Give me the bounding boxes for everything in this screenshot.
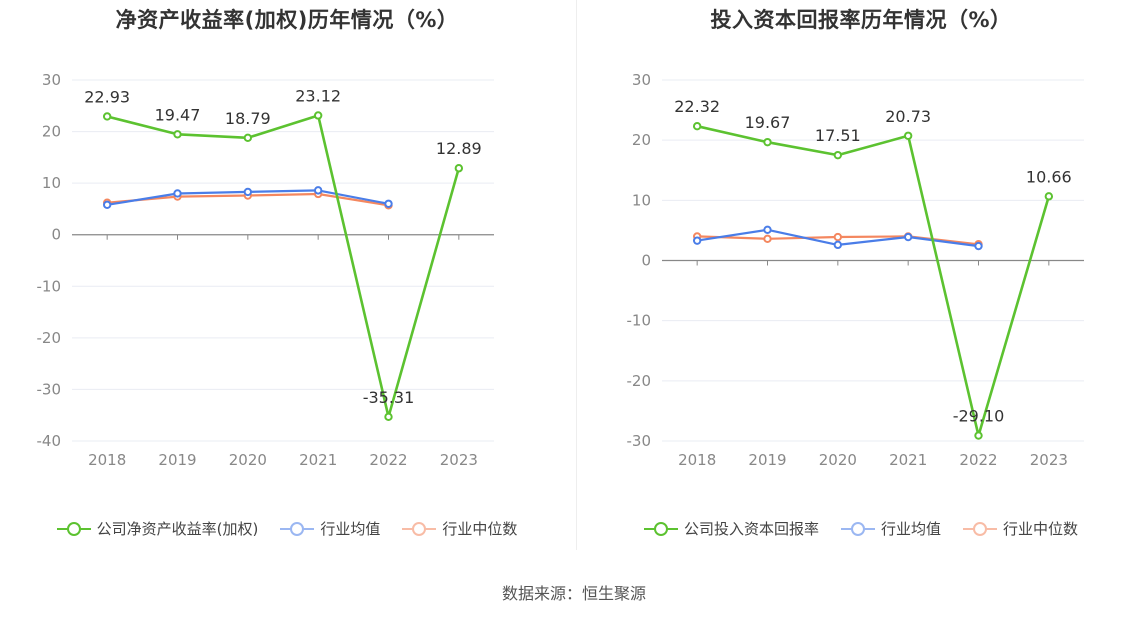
y-tick-label: -10 (37, 277, 62, 295)
y-tick-label: 10 (42, 174, 61, 192)
data-point (173, 189, 182, 198)
data-label: 18.79 (225, 109, 271, 128)
data-point (313, 111, 323, 120)
y-tick-label: 20 (42, 123, 61, 141)
y-tick-label: 20 (632, 131, 651, 149)
legend-item-median[interactable]: 行业中位数 (402, 518, 517, 539)
legend-label: 行业均值 (320, 520, 381, 538)
x-tick-label: 2019 (748, 451, 786, 469)
data-point (102, 112, 112, 121)
legend-median-marker-icon (963, 521, 997, 537)
data-label: 19.67 (745, 113, 791, 132)
roe-line-chart: 30 20 10 0 -10 -20 -30 -40 2018 2019 2020 2021 2022 2… (37, 71, 494, 469)
x-tick-label: 2023 (1030, 451, 1068, 469)
data-point (763, 225, 772, 235)
y-tick-label: -10 (627, 312, 652, 330)
x-tick-label: 2019 (158, 451, 196, 469)
legend-company-marker-icon (56, 521, 91, 537)
data-source-note: 数据来源：恒生聚源 (501, 584, 646, 603)
data-label: 22.93 (84, 87, 130, 106)
y-tick-label: 0 (641, 252, 651, 270)
y-tick-label: 30 (42, 71, 61, 89)
data-point (1044, 192, 1054, 201)
chart-title: 投入资本回报率历年情况（%） (710, 8, 1012, 32)
data-point (692, 122, 702, 131)
data-label: -35.31 (363, 388, 415, 407)
data-point (692, 236, 702, 245)
data-point (763, 234, 772, 244)
data-label: 10.66 (1026, 167, 1072, 186)
y-tick-label: -20 (37, 329, 62, 347)
chart-panel-roe: 净资产收益率(加权)历年情况（%） 30 20 10 0 -10 -20 -30 -40 201… (0, 0, 574, 560)
legend-label: 行业均值 (880, 520, 941, 538)
legend-item-median[interactable]: 行业中位数 (963, 518, 1078, 539)
legend-company-marker-icon (643, 521, 678, 537)
legend-label: 公司投入资本回报率 (683, 520, 819, 538)
series-line (696, 124, 1051, 437)
legend-avg-marker-icon (840, 521, 875, 537)
data-point (102, 200, 112, 210)
data-label: 20.73 (885, 107, 931, 126)
legend-label: 行业中位数 (1003, 520, 1079, 538)
data-point (763, 137, 772, 147)
x-tick-label: 2023 (440, 451, 478, 469)
y-tick-label: 0 (51, 226, 61, 244)
data-point (903, 131, 913, 140)
data-point (454, 164, 464, 173)
data-point (173, 130, 182, 139)
data-point (243, 133, 253, 143)
data-label: 19.47 (155, 105, 201, 124)
roic-line-chart: 30 20 10 0 -10 -20 -30 2018 2019 2020 2021 2022 2023… (627, 71, 1084, 469)
data-point (313, 186, 323, 195)
data-point (903, 232, 913, 242)
chart-panel-roic: 投入资本回报率历年情况（%） 30 20 10 0 -10 -20 -30 2018 2019 2… (574, 0, 1148, 560)
y-tick-label: 10 (632, 191, 651, 209)
series-line (106, 114, 461, 419)
legend-item-avg[interactable]: 行业均值 (840, 518, 941, 539)
x-tick-label: 2022 (369, 451, 407, 469)
x-tick-label: 2022 (959, 451, 997, 469)
data-label: 12.89 (436, 139, 482, 158)
data-point (833, 232, 843, 242)
legend-label: 公司净资产收益率(加权) (96, 520, 259, 538)
x-tick-label: 2021 (299, 451, 337, 469)
legend-item-company[interactable]: 公司净资产收益率(加权) (56, 518, 259, 539)
legend-item-company[interactable]: 公司投入资本回报率 (643, 518, 819, 539)
x-tick-label: 2018 (678, 451, 716, 469)
chart-legend: 公司净资产收益率(加权) 行业均值 行业中位数 (0, 518, 574, 539)
data-point (384, 412, 393, 422)
panel-divider (576, 0, 577, 550)
data-label: 17.51 (815, 126, 861, 145)
data-point (384, 199, 393, 208)
data-point (243, 187, 253, 197)
x-tick-label: 2020 (229, 451, 267, 469)
x-tick-label: 2021 (889, 451, 927, 469)
y-tick-label: -40 (37, 432, 62, 450)
data-point (974, 241, 983, 251)
y-tick-label: -30 (37, 380, 62, 398)
data-label: 22.32 (674, 97, 720, 116)
y-tick-label: -20 (627, 372, 652, 390)
y-tick-label: -30 (627, 432, 652, 450)
data-point (833, 150, 843, 160)
legend-avg-marker-icon (280, 521, 315, 537)
data-label: -29.10 (953, 407, 1005, 426)
data-point (974, 431, 983, 440)
x-tick-label: 2020 (819, 451, 857, 469)
y-tick-label: 30 (632, 71, 651, 89)
data-point (833, 240, 843, 250)
data-label: 23.12 (295, 86, 341, 105)
chart-title: 净资产收益率(加权)历年情况（%） (115, 8, 459, 32)
legend-item-avg[interactable]: 行业均值 (280, 518, 380, 539)
x-tick-label: 2018 (88, 451, 126, 469)
legend-label: 行业中位数 (442, 520, 518, 538)
chart-legend: 公司投入资本回报率 行业均值 行业中位数 (574, 518, 1148, 539)
legend-median-marker-icon (402, 521, 437, 537)
